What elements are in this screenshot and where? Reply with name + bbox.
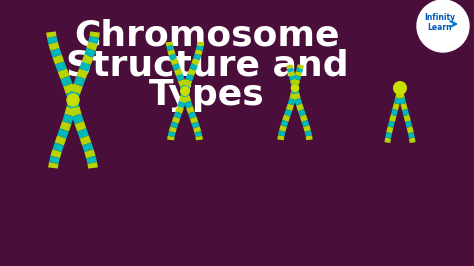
Circle shape (417, 0, 469, 52)
Text: Chromosome: Chromosome (74, 18, 340, 52)
Circle shape (292, 84, 299, 92)
Text: Infinity: Infinity (424, 14, 456, 23)
Text: Learn: Learn (428, 23, 452, 32)
Circle shape (394, 82, 406, 94)
Text: Types: Types (149, 78, 265, 112)
Circle shape (67, 94, 79, 106)
Text: Structure and: Structure and (66, 48, 348, 82)
Circle shape (181, 87, 189, 95)
